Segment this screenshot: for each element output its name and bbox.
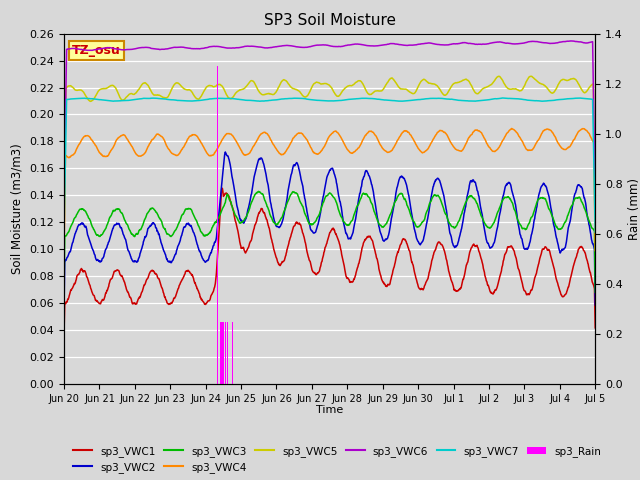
Y-axis label: Soil Moisture (m3/m3): Soil Moisture (m3/m3) bbox=[11, 144, 24, 274]
Bar bbox=[217, 66, 218, 384]
X-axis label: Time: Time bbox=[316, 405, 343, 415]
Bar bbox=[220, 322, 221, 384]
Bar bbox=[221, 322, 223, 384]
Title: SP3 Soil Moisture: SP3 Soil Moisture bbox=[264, 13, 396, 28]
Bar bbox=[227, 322, 228, 384]
Bar bbox=[225, 322, 226, 384]
Legend: sp3_VWC1, sp3_VWC2, sp3_VWC3, sp3_VWC4, sp3_VWC5, sp3_VWC6, sp3_VWC7, sp3_Rain: sp3_VWC1, sp3_VWC2, sp3_VWC3, sp3_VWC4, … bbox=[69, 442, 605, 477]
Bar bbox=[232, 322, 233, 384]
Bar bbox=[223, 322, 224, 384]
Y-axis label: Rain (mm): Rain (mm) bbox=[628, 178, 640, 240]
Text: TZ_osu: TZ_osu bbox=[72, 44, 121, 57]
